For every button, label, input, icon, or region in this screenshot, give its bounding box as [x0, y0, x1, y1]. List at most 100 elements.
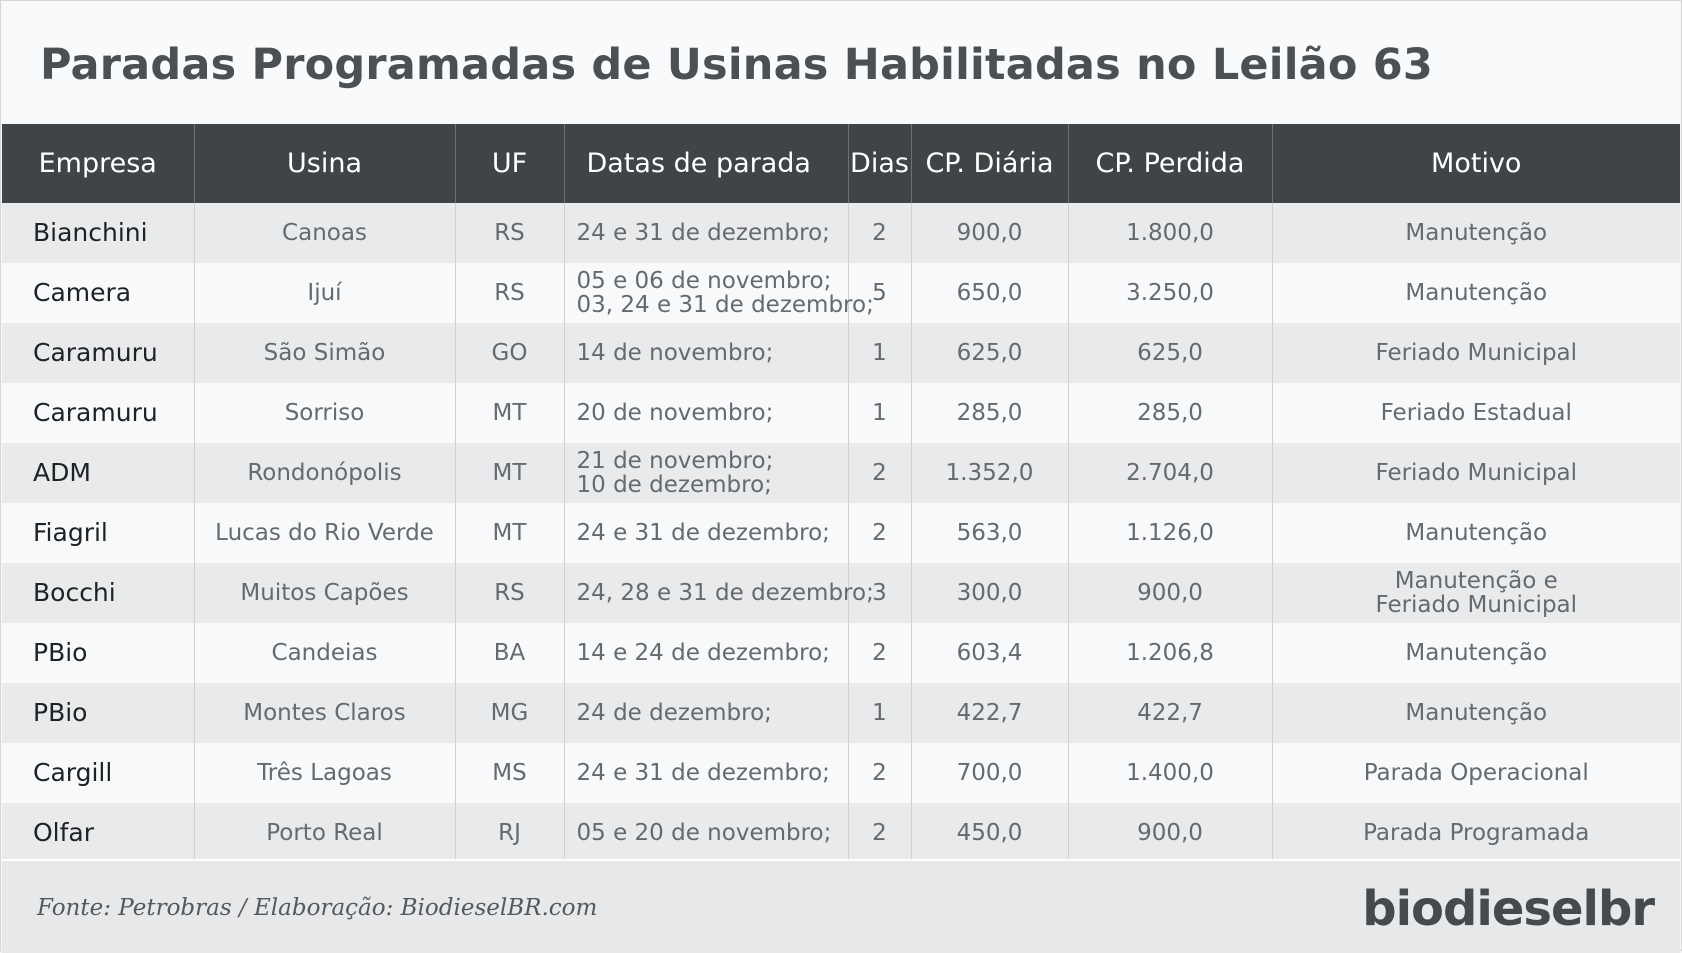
cell-datas: 24 de dezembro;	[563, 683, 848, 743]
cell-empresa: Caramuru	[2, 383, 194, 443]
cell-uf: RS	[454, 203, 564, 263]
column-header-datas: Datas de parada	[563, 124, 848, 203]
cell-uf: MT	[454, 503, 564, 563]
column-header-uf: UF	[454, 124, 564, 203]
cell-usina: São Simão	[193, 323, 455, 383]
cell-empresa: Olfar	[2, 803, 194, 863]
cell-usina: Muitos Capões	[193, 563, 455, 623]
cell-datas-line: 24, 28 e 31 de dezembro;	[576, 579, 874, 606]
cell-usina: Porto Real	[193, 803, 455, 863]
source-credit: Fonte: Petrobras / Elaboração: Biodiesel…	[37, 895, 598, 921]
cell-cp-perdida: 900,0	[1067, 563, 1272, 623]
cell-motivo: Parada Programada	[1271, 803, 1680, 863]
cell-dias: 5	[847, 263, 911, 323]
cell-cp-diaria: 700,0	[910, 743, 1068, 803]
cell-empresa: Caramuru	[2, 323, 194, 383]
table-row: PBio Montes Claros MG 24 de dezembro; 1 422,7…	[2, 683, 1680, 743]
column-header-dias: Dias	[847, 124, 911, 203]
cell-motivo-line: Feriado Municipal	[1375, 592, 1578, 618]
cell-datas: 14 de novembro;	[563, 323, 848, 383]
cell-motivo-line: Parada Programada	[1363, 819, 1590, 846]
cell-dias: 1	[847, 383, 911, 443]
cell-cp-perdida: 1.126,0	[1067, 503, 1272, 563]
cell-motivo-line: Manutenção	[1405, 279, 1548, 306]
column-header-cp-diaria: CP. Diária	[910, 124, 1068, 203]
cell-uf: MT	[454, 383, 564, 443]
cell-cp-perdida: 3.250,0	[1067, 263, 1272, 323]
cell-motivo: Parada Operacional	[1271, 743, 1680, 803]
column-header-usina: Usina	[193, 124, 455, 203]
title-band: Paradas Programadas de Usinas Habilitada…	[2, 2, 1680, 123]
cell-empresa: PBio	[2, 623, 194, 683]
footer: Fonte: Petrobras / Elaboração: Biodiesel…	[2, 859, 1680, 953]
cell-dias: 3	[847, 563, 911, 623]
cell-datas-line: 05 e 20 de novembro;	[576, 819, 832, 846]
cell-motivo-line: Parada Operacional	[1363, 759, 1589, 786]
cell-datas: 05 e 20 de novembro;	[563, 803, 848, 863]
cell-uf: MS	[454, 743, 564, 803]
cell-uf: MG	[454, 683, 564, 743]
cell-datas-line: 24 de dezembro;	[576, 699, 772, 726]
page-title: Paradas Programadas de Usinas Habilitada…	[40, 40, 1434, 90]
table-row: Caramuru São Simão GO 14 de novembro; 1 625,0…	[2, 323, 1680, 383]
cell-empresa: Bianchini	[2, 203, 194, 263]
cell-datas: 20 de novembro;	[563, 383, 848, 443]
cell-empresa: Fiagril	[2, 503, 194, 563]
cell-cp-perdida: 625,0	[1067, 323, 1272, 383]
table-row: Bianchini Canoas RS 24 e 31 de dezembro; 2 90…	[2, 203, 1680, 263]
cell-usina: Canoas	[193, 203, 455, 263]
cell-datas: 21 de novembro; 10 de dezembro;	[563, 443, 848, 503]
cell-usina: Rondonópolis	[193, 443, 455, 503]
cell-usina: Sorriso	[193, 383, 455, 443]
cell-cp-perdida: 1.400,0	[1067, 743, 1272, 803]
cell-datas: 14 e 24 de dezembro;	[563, 623, 848, 683]
cell-datas-line: 24 e 31 de dezembro;	[576, 759, 830, 786]
cell-motivo: Manutenção	[1271, 263, 1680, 323]
cell-dias: 2	[847, 203, 911, 263]
cell-motivo: Manutenção	[1271, 503, 1680, 563]
cell-dias: 1	[847, 683, 911, 743]
cell-cp-perdida: 2.704,0	[1067, 443, 1272, 503]
column-header-motivo: Motivo	[1271, 124, 1680, 203]
cell-uf: MT	[454, 443, 564, 503]
table-row: Olfar Porto Real RJ 05 e 20 de novembro; 2 45…	[2, 803, 1680, 863]
cell-datas: 24 e 31 de dezembro;	[563, 203, 848, 263]
cell-motivo-line: Feriado Municipal	[1375, 339, 1578, 366]
cell-dias: 2	[847, 743, 911, 803]
cell-datas-line: 20 de novembro;	[576, 399, 774, 426]
cell-cp-perdida: 422,7	[1067, 683, 1272, 743]
cell-datas-line: 14 e 24 de dezembro;	[576, 639, 830, 666]
column-header-empresa: Empresa	[2, 124, 194, 203]
cell-cp-diaria: 422,7	[910, 683, 1068, 743]
cell-motivo-line: Manutenção e	[1394, 567, 1558, 594]
table-body: Bianchini Canoas RS 24 e 31 de dezembro; 2 90…	[2, 203, 1680, 863]
cell-uf: GO	[454, 323, 564, 383]
cell-usina: Candeias	[193, 623, 455, 683]
cell-datas: 24, 28 e 31 de dezembro;	[563, 563, 874, 623]
cell-datas: 24 e 31 de dezembro;	[563, 743, 848, 803]
table-row: Cargill Três Lagoas MS 24 e 31 de dezembro;…	[2, 743, 1680, 803]
table-row: PBio Candeias BA 14 e 24 de dezembro; 2 603,4…	[2, 623, 1680, 683]
cell-cp-diaria: 563,0	[910, 503, 1068, 563]
cell-dias: 2	[847, 503, 911, 563]
table-row: Fiagril Lucas do Rio Verde MT 24 e 31 de de…	[2, 503, 1680, 563]
cell-motivo-line: Feriado Estadual	[1380, 399, 1572, 426]
cell-uf: RJ	[454, 803, 564, 863]
cell-motivo: Manutenção	[1271, 683, 1680, 743]
table-row: Bocchi Muitos Capões RS 24, 28 e 31 de deze…	[2, 563, 1680, 623]
cell-cp-diaria: 300,0	[910, 563, 1068, 623]
cell-datas-line: 24 e 31 de dezembro;	[576, 219, 830, 246]
shutdowns-table: Empresa Usina UF Datas de parada Dias CP…	[2, 124, 1680, 863]
cell-empresa: ADM	[2, 443, 194, 503]
cell-motivo: Feriado Estadual	[1271, 383, 1680, 443]
cell-datas-line: 05 e 06 de novembro;	[576, 267, 832, 294]
cell-empresa: Bocchi	[2, 563, 194, 623]
cell-motivo: Manutenção	[1271, 623, 1680, 683]
cell-usina: Lucas do Rio Verde	[193, 503, 455, 563]
cell-usina: Três Lagoas	[193, 743, 455, 803]
cell-cp-diaria: 1.352,0	[910, 443, 1068, 503]
cell-dias: 2	[847, 803, 911, 863]
cell-dias: 2	[847, 623, 911, 683]
table-row: Camera Ijuí RS 05 e 06 de novembro; 03, 24 e…	[2, 263, 1680, 323]
